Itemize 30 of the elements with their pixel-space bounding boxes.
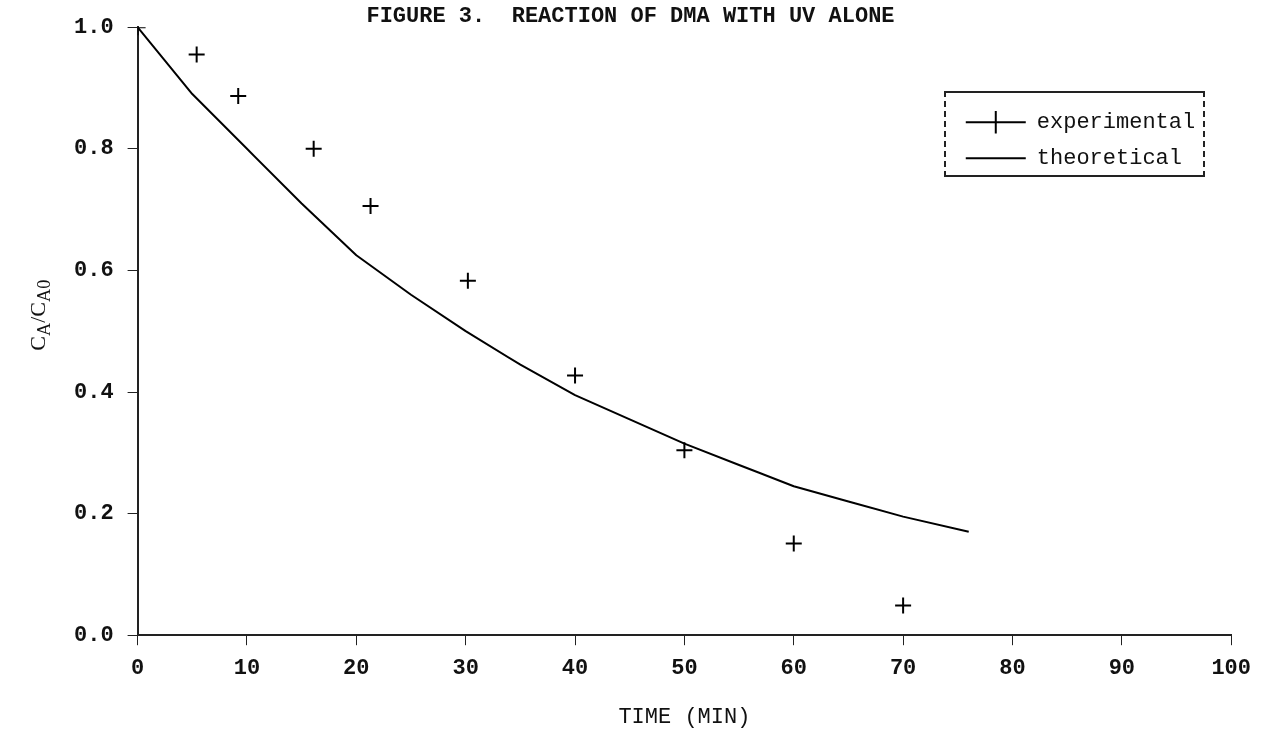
y-tick-label: 0.6	[74, 257, 114, 283]
x-tick-label: 10	[233, 655, 261, 681]
point	[458, 271, 477, 290]
point	[187, 45, 206, 64]
point	[229, 86, 248, 105]
x-tick-label: 100	[1211, 655, 1251, 681]
x-tick-label: 50	[671, 655, 698, 681]
x-tick-label: 20	[343, 655, 370, 681]
y-tick-label: 0.4	[74, 379, 114, 405]
x-tick-label: 60	[780, 655, 807, 681]
y-tick-label: 1.0	[74, 14, 114, 40]
legend-label: experimental	[1036, 110, 1196, 136]
x-tick-label: 90	[1108, 655, 1136, 681]
y-tick-label: 0.8	[74, 136, 114, 162]
chart-title: FIGURE 3. REACTION OF DMA WITH UV ALONE	[366, 4, 895, 29]
legend-label: theoretical	[1036, 146, 1183, 172]
x-tick-label: 30	[452, 655, 479, 681]
x-tick-label: 70	[889, 655, 917, 681]
y-tick-label: 0.0	[74, 622, 114, 648]
y-tick-label: 0.2	[74, 501, 114, 527]
x-tick-label: 80	[999, 655, 1026, 681]
point	[566, 366, 585, 385]
point	[675, 441, 694, 460]
x-tick-label: 40	[561, 655, 589, 681]
point	[361, 196, 380, 215]
x-axis-title: TIME (MIN)	[618, 704, 751, 730]
point	[784, 534, 803, 553]
point	[894, 596, 913, 615]
x-tick-label: 0	[131, 655, 145, 681]
point	[304, 139, 323, 158]
